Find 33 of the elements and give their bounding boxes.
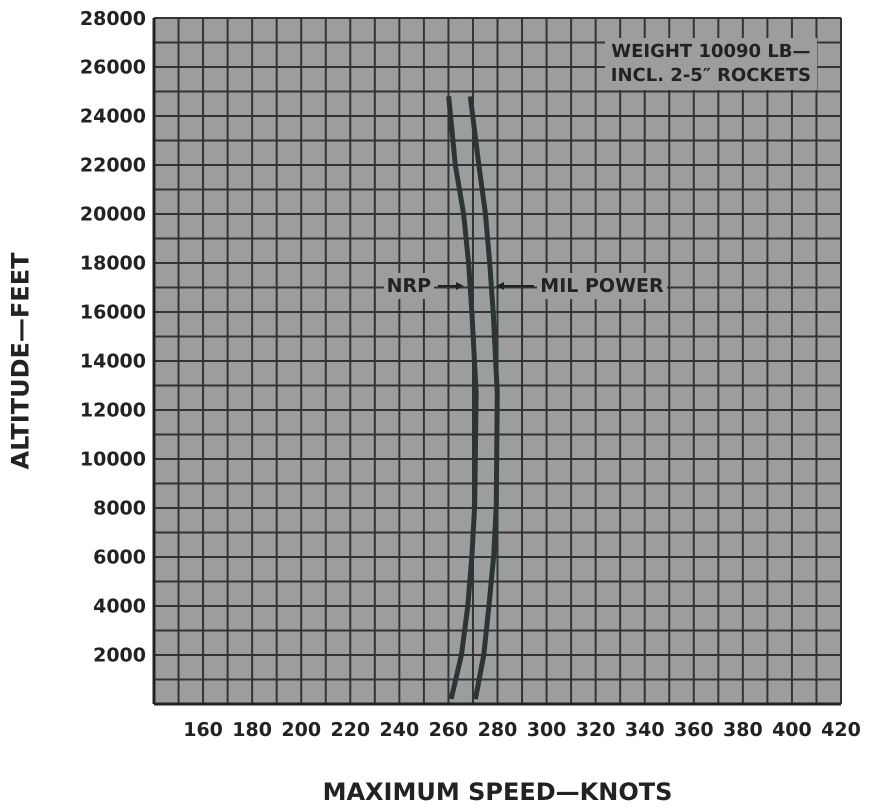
x-tick-label: 420 (821, 719, 861, 741)
x-tick-label: 300 (526, 719, 566, 741)
x-tick-label: 180 (232, 719, 272, 741)
y-tick-label: 18000 (80, 252, 146, 275)
y-tick-label: 16000 (80, 302, 146, 324)
y-tick-label: 20000 (80, 204, 146, 226)
x-tick-label: 260 (428, 719, 468, 741)
x-tick-label: 360 (674, 719, 714, 741)
y-tick-label: 10000 (80, 448, 146, 471)
x-tick-label: 280 (478, 719, 518, 741)
y-tick-label: 26000 (80, 56, 146, 79)
x-tick-label: 380 (723, 719, 763, 741)
annotation: WEIGHT 10090 LB— INCL. 2-5″ ROCKETS (604, 38, 817, 90)
text: MIL POWER (537, 272, 667, 299)
y-tick-label: 28000 (80, 8, 146, 30)
y-axis-title: ALTITUDE—FEET (6, 252, 35, 470)
y-tick-label: 24000 (80, 106, 146, 128)
x-tick-label: 240 (380, 719, 420, 741)
x-tick-label: 200 (281, 719, 322, 741)
text: NRP (384, 272, 434, 299)
y-tick-label: 14000 (80, 350, 146, 373)
x-tick-label: 220 (330, 719, 370, 741)
x-tick-label: 340 (624, 719, 665, 741)
x-tick-label: 400 (772, 719, 812, 741)
y-tick-label: 2000 (93, 644, 146, 667)
y-tick-label: 8000 (93, 498, 146, 520)
y-tick-label: 4000 (93, 596, 146, 618)
y-tick-label: 6000 (93, 546, 146, 569)
x-tick-label: 320 (576, 719, 616, 741)
x-tick-label: 160 (183, 719, 223, 741)
y-tick-label: 22000 (80, 154, 146, 177)
y-tick-label: 12000 (80, 400, 146, 422)
x-axis-title: MAXIMUM SPEED—KNOTS (322, 778, 672, 806)
